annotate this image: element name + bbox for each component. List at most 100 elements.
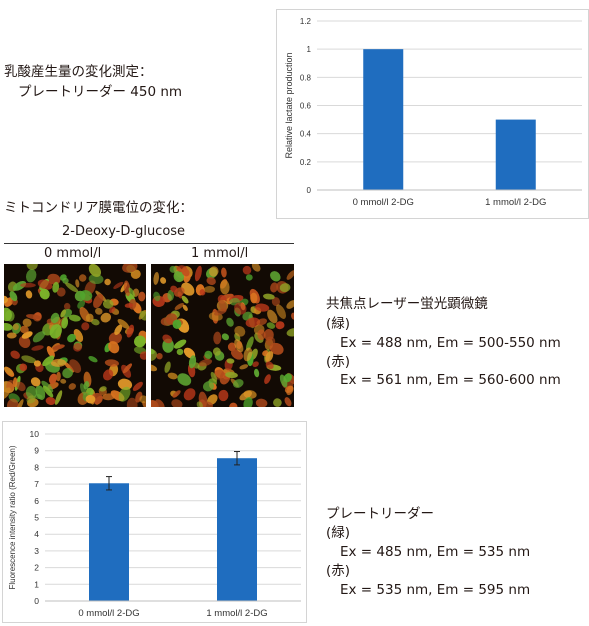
cell: [42, 385, 54, 398]
y-tick-label: 10: [30, 429, 40, 439]
cell: [85, 394, 96, 404]
cell: [204, 350, 213, 359]
cell: [130, 269, 141, 279]
cell: [257, 329, 266, 341]
cell: [176, 348, 184, 356]
cell: [95, 307, 103, 315]
x-tick-label: 1 mmol/l 2-DG: [206, 608, 267, 619]
y-tick-label: 3: [34, 546, 39, 556]
cell: [151, 348, 155, 355]
cell: [22, 318, 32, 327]
cell: [85, 313, 94, 323]
cell: [229, 402, 238, 407]
cell: [102, 299, 114, 309]
cell: [104, 278, 111, 286]
lactate-chart: 0 0.2 0.4 0.6 0.8 1 1.2 0 mmol/l 2-DG 1 mmol/l 2…: [276, 9, 589, 219]
cell: [181, 282, 195, 296]
cell: [199, 289, 206, 296]
cell: [139, 395, 146, 404]
x-tick-label: 1 mmol/l 2-DG: [485, 197, 546, 208]
cell: [181, 295, 189, 304]
cell: [202, 381, 215, 392]
cell: [245, 274, 253, 281]
cell: [26, 395, 36, 404]
cell: [284, 397, 292, 407]
x-tick-label: 0 mmol/l 2-DG: [78, 608, 139, 619]
cell: [156, 352, 163, 360]
cell: [33, 360, 41, 367]
cell: [164, 361, 171, 373]
cell: [243, 397, 253, 407]
cell: [41, 380, 54, 393]
cell: [265, 336, 276, 346]
cell: [117, 378, 133, 390]
cell: [172, 319, 182, 329]
cell: [225, 371, 238, 379]
cell: [196, 401, 203, 407]
cell: [286, 270, 294, 280]
cell: [88, 264, 102, 277]
cell: [243, 347, 253, 362]
micrograph-1mmol-image: [151, 264, 294, 407]
cell: [77, 300, 86, 309]
cell: [113, 281, 124, 289]
cell: [250, 292, 258, 304]
cell: [25, 385, 38, 399]
cell: [6, 398, 19, 407]
confocal-green-values: Ex = 488 nm, Em = 500-550 nm: [340, 335, 561, 351]
cell: [172, 390, 181, 398]
cell: [4, 307, 12, 322]
cell: [221, 333, 229, 341]
lactate-method: プレートリーダー 450 nm: [18, 84, 183, 100]
cell: [56, 371, 61, 382]
cell: [239, 364, 249, 370]
cell: [60, 378, 67, 384]
cell: [267, 309, 278, 324]
cell: [255, 303, 270, 312]
cell: [49, 324, 62, 339]
cell: [128, 287, 136, 298]
cell: [206, 276, 216, 286]
y-tick-label: 1.2: [300, 17, 312, 26]
confocal-red-values: Ex = 561 nm, Em = 560-600 nm: [340, 372, 561, 388]
cell: [62, 367, 73, 379]
cell: [12, 281, 27, 291]
plate-green-label: (緑): [326, 525, 351, 541]
cell: [99, 386, 107, 392]
cell: [42, 355, 55, 367]
cell: [6, 332, 17, 339]
cell: [188, 355, 197, 369]
cell: [255, 398, 268, 407]
y-tick-label: 9: [34, 446, 39, 456]
bar: [363, 49, 404, 190]
y-tick-label: 4: [34, 529, 39, 539]
cell: [169, 265, 177, 273]
cell: [174, 303, 184, 310]
cell: [12, 323, 19, 331]
mito-title: ミトコンドリア膜電位の変化：: [4, 200, 193, 216]
cell: [279, 374, 288, 388]
cell: [219, 279, 230, 295]
cell: [52, 281, 60, 293]
cell: [4, 323, 13, 331]
cell: [221, 267, 227, 278]
cell: [45, 397, 56, 405]
cell: [218, 299, 227, 312]
cell: [210, 371, 218, 383]
cell: [284, 385, 294, 393]
cell: [199, 401, 213, 407]
cell: [62, 277, 69, 284]
cell: [275, 321, 285, 330]
cell: [78, 274, 87, 282]
cell: [20, 325, 29, 334]
cell: [264, 374, 271, 384]
cell: [279, 283, 291, 293]
cell: [20, 282, 36, 288]
y-tick-label: 1: [34, 579, 39, 589]
cell: [134, 335, 146, 348]
cell: [68, 314, 81, 322]
cell: [155, 399, 165, 407]
cell: [291, 312, 294, 320]
cell: [265, 351, 274, 363]
y-tick-label: 8: [34, 462, 39, 472]
